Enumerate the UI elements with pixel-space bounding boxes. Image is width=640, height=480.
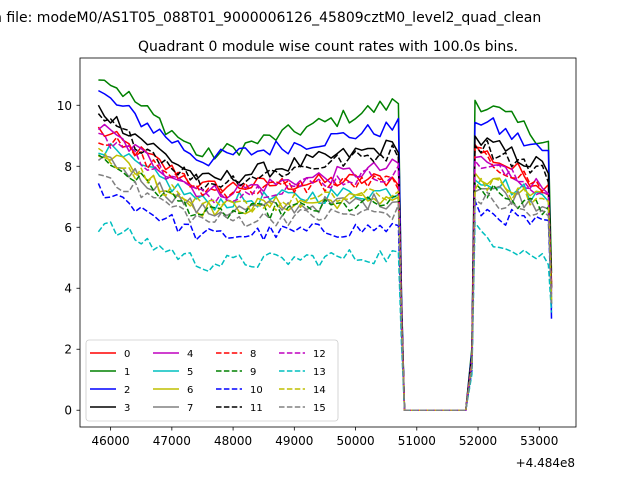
y-tick-label: 8: [64, 160, 72, 174]
series-line-5: [98, 142, 553, 411]
chart-title: Quadrant 0 module wise count rates with …: [138, 39, 518, 55]
series-line-12: [98, 132, 553, 411]
series-line-3: [97, 104, 553, 411]
legend-label-6: 6: [187, 385, 193, 396]
y-tick-label: 2: [64, 343, 72, 357]
legend-label-10: 10: [250, 385, 263, 396]
legend-label-15: 15: [313, 403, 326, 414]
series-line-10: [97, 183, 553, 411]
legend-label-5: 5: [187, 367, 193, 378]
x-tick-label: 50000: [336, 434, 374, 448]
x-tick-label: 49000: [275, 434, 313, 448]
plot-area: 46000 47000 48000 49000 50000 51000 52000 53000…: [57, 57, 577, 448]
x-tick-label: 48000: [214, 434, 252, 448]
y-tick-label: 6: [64, 221, 72, 235]
series-line-13: [97, 221, 553, 411]
legend-label-7: 7: [187, 403, 193, 414]
x-tick-label: 52000: [459, 434, 497, 448]
x-tick-label: 51000: [398, 434, 436, 448]
x-offset-label: +4.484e8: [516, 456, 575, 470]
x-tick-label: 53000: [520, 434, 558, 448]
legend-label-13: 13: [313, 367, 326, 378]
legend-label-0: 0: [124, 349, 130, 360]
figure-suptitle: n file: modeM0/AS1T05_088T01_9000006126_…: [0, 10, 541, 26]
series-line-14: [97, 147, 553, 411]
y-tick-label: 10: [57, 99, 72, 113]
legend-label-2: 2: [124, 385, 130, 396]
legend-label-9: 9: [250, 367, 256, 378]
axes-frame: [79, 57, 577, 428]
y-tick-label: 4: [64, 282, 72, 296]
legend-label-3: 3: [124, 403, 130, 414]
x-tick-label: 46000: [92, 434, 130, 448]
legend-label-1: 1: [124, 367, 130, 378]
legend-label-12: 12: [313, 349, 326, 360]
legend-label-14: 14: [313, 385, 326, 396]
series-line-15: [98, 173, 553, 411]
series-line-6: [98, 154, 553, 411]
series-line-9: [97, 154, 553, 411]
legend-label-4: 4: [187, 349, 193, 360]
series-line-11: [97, 113, 553, 411]
y-tick-label: 0: [64, 404, 72, 418]
series-line-2: [98, 89, 553, 411]
x-tick-label: 47000: [153, 434, 191, 448]
legend-box: [85, 339, 339, 422]
legend-label-8: 8: [250, 349, 256, 360]
legend-label-11: 11: [250, 403, 263, 414]
series-line-1: [98, 79, 553, 411]
